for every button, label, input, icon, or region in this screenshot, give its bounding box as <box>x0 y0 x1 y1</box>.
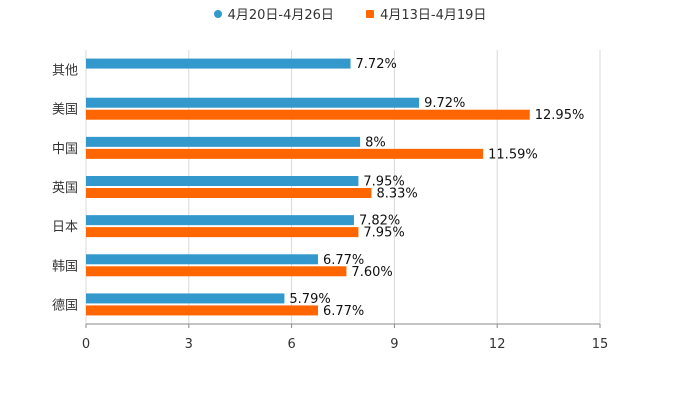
bar-apr13-5 <box>86 266 347 277</box>
legend-item-week-apr13[interactable]: 4月13日-4月19日 <box>366 4 486 23</box>
x-tick-label-4: 12 <box>489 337 506 352</box>
data-label-apr20-6: 5.79% <box>289 292 330 307</box>
legend-marker-week-apr20 <box>213 9 222 18</box>
bar-apr20-4 <box>86 215 354 226</box>
data-label-apr13-3: 8.33% <box>376 187 417 202</box>
bar-apr13-6 <box>86 305 318 316</box>
x-tick-label-2: 6 <box>287 337 295 352</box>
bar-apr13-3 <box>86 188 372 198</box>
data-label-apr13-5: 7.60% <box>351 265 392 280</box>
category-label-4: 日本 <box>52 220 78 235</box>
bar-apr13-4 <box>86 227 359 238</box>
x-tick-label-0: 0 <box>82 337 90 352</box>
data-label-apr13-6: 6.77% <box>323 304 364 319</box>
legend-item-week-apr20[interactable]: 4月20日-4月26日 <box>213 4 334 23</box>
category-label-1: 美国 <box>52 103 78 118</box>
data-label-apr20-5: 6.77% <box>323 253 364 268</box>
data-label-apr13-4: 7.95% <box>363 226 404 241</box>
bar-apr20-1 <box>86 97 420 108</box>
category-label-3: 英国 <box>52 181 78 196</box>
category-label-2: 中国 <box>52 142 78 157</box>
legend-label-week-apr20: 4月20日-4月26日 <box>227 8 334 23</box>
x-tick-label-1: 3 <box>185 337 193 352</box>
x-tick-label-3: 9 <box>390 337 398 352</box>
bar-apr20-6 <box>86 293 285 304</box>
x-tick-label-5: 15 <box>592 337 609 352</box>
data-label-apr13-1: 12.95% <box>535 108 585 123</box>
bar-apr20-2 <box>86 136 361 147</box>
data-label-apr20-3: 7.95% <box>363 175 404 190</box>
data-label-apr20-1: 9.72% <box>424 96 465 111</box>
category-label-5: 韩国 <box>52 259 78 274</box>
legend-label-week-apr13: 4月13日-4月19日 <box>380 8 487 23</box>
data-label-apr13-2: 11.59% <box>488 147 538 162</box>
bar-apr13-1 <box>86 109 530 120</box>
chart-legend: 4月20日-4月26日 4月13日-4月19日 <box>0 4 700 23</box>
bar-apr20-5 <box>86 254 318 265</box>
category-label-6: 德国 <box>52 298 78 313</box>
bar-apr20-0 <box>86 58 351 69</box>
data-label-apr20-4: 7.82% <box>359 214 400 229</box>
bar-apr20-3 <box>86 176 359 186</box>
data-label-apr20-0: 7.72% <box>356 57 397 72</box>
category-label-0: 其他 <box>52 64 78 79</box>
bar-apr13-2 <box>86 148 484 159</box>
data-label-apr20-2: 8% <box>365 135 386 150</box>
legend-marker-week-apr13 <box>366 9 375 18</box>
